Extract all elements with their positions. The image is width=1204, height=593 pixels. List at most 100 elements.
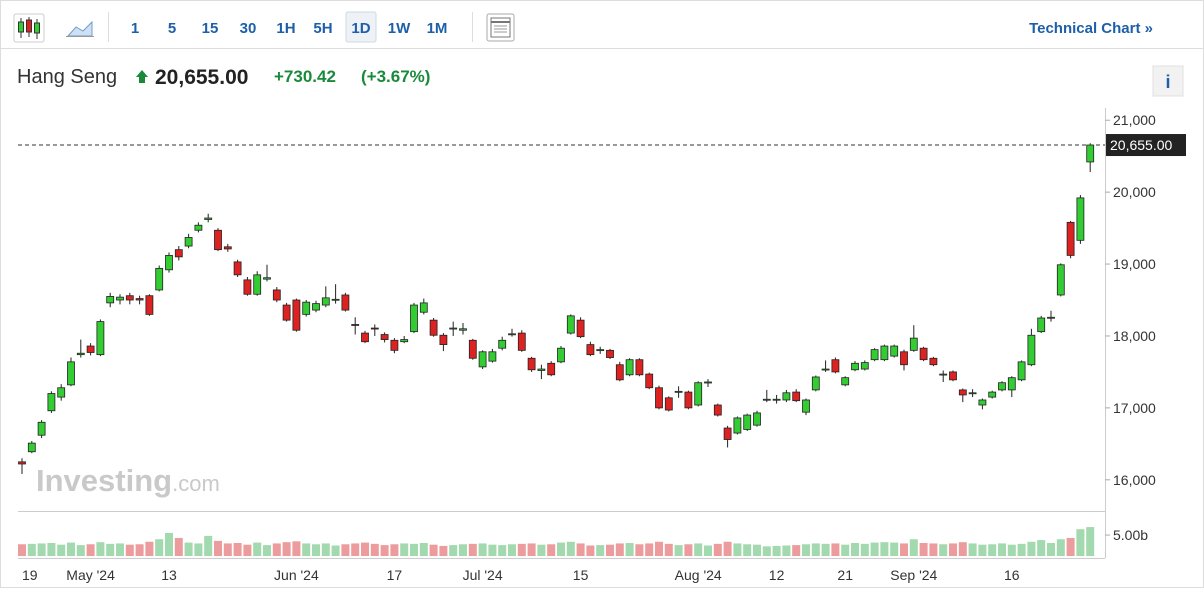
volume-bar xyxy=(1017,543,1026,556)
candle-icon[interactable] xyxy=(13,13,45,43)
volume-bar xyxy=(292,541,301,556)
volume-bar xyxy=(321,543,330,556)
x-tick-label: 12 xyxy=(769,567,785,583)
volume-bar xyxy=(1056,539,1065,556)
volume-bar xyxy=(625,543,634,556)
candle-body xyxy=(449,327,458,330)
interval-button[interactable]: 1M xyxy=(427,20,448,37)
volume-bar xyxy=(478,543,487,556)
volume-bar xyxy=(488,544,497,556)
instrument-name: Hang Seng xyxy=(17,66,117,88)
volume-bar xyxy=(174,537,183,556)
volume-bar xyxy=(547,544,556,556)
volume-bar xyxy=(125,544,134,556)
change-percent: (+3.67%) xyxy=(361,67,430,86)
info-button[interactable] xyxy=(1152,65,1184,97)
volume-bar xyxy=(949,543,957,556)
candle-body xyxy=(282,304,291,321)
candle-body xyxy=(47,393,56,412)
candle-body xyxy=(155,267,164,291)
candle-body xyxy=(1037,317,1046,333)
candle-body xyxy=(312,303,320,311)
candle-body xyxy=(713,404,722,416)
volume-bar xyxy=(233,543,242,556)
candle-body xyxy=(811,376,820,391)
interval-button[interactable]: 5 xyxy=(168,20,176,37)
interval-button[interactable]: 1W xyxy=(388,20,411,37)
candle-body xyxy=(547,362,556,376)
volume-bar xyxy=(527,543,536,556)
volume-bar xyxy=(674,545,683,556)
volume-bar xyxy=(18,544,26,556)
candle-body xyxy=(625,359,634,376)
candle-body xyxy=(498,339,507,349)
volume-bar xyxy=(498,545,507,556)
volume-bar xyxy=(459,544,467,556)
candle-body xyxy=(684,391,693,409)
candle-body xyxy=(635,359,644,376)
icon-body xyxy=(34,22,40,34)
volume-bar xyxy=(331,545,340,556)
interval-button[interactable]: 5H xyxy=(313,20,332,37)
area-icon[interactable] xyxy=(66,20,94,37)
candle-body xyxy=(214,229,222,251)
volume-bar xyxy=(831,543,840,556)
candle-body xyxy=(272,289,281,301)
candle-body xyxy=(851,362,859,371)
candle-body xyxy=(253,274,262,295)
candle-body xyxy=(145,295,154,315)
volume-bar xyxy=(762,546,771,556)
volume-bar xyxy=(67,542,75,556)
x-tick-label: 19 xyxy=(22,567,38,583)
candle-body xyxy=(174,249,183,258)
candle-body xyxy=(1056,264,1065,296)
interval-button[interactable]: 15 xyxy=(202,20,219,37)
volume-bar xyxy=(664,543,673,556)
candle-body xyxy=(204,217,213,220)
volume-bar xyxy=(900,543,908,556)
interval-button[interactable]: 1 xyxy=(131,20,139,37)
technical-chart-link[interactable]: Technical Chart » xyxy=(1029,20,1153,37)
volume-bar xyxy=(76,545,85,556)
icon-body xyxy=(26,19,32,33)
x-tick-label: May '24 xyxy=(66,567,115,583)
candle-body xyxy=(1066,221,1075,256)
candle-body xyxy=(468,339,477,359)
candle-body xyxy=(762,398,771,401)
volume-bar xyxy=(517,543,526,556)
interval-button[interactable]: 1D xyxy=(351,20,370,37)
candle-body xyxy=(96,321,105,356)
candle-body xyxy=(988,391,997,398)
candle-body xyxy=(263,277,271,280)
change: +730.42 xyxy=(274,67,336,86)
volume-bar xyxy=(116,543,124,556)
volume-bar xyxy=(557,542,565,556)
volume-bar xyxy=(312,544,320,556)
candle-body xyxy=(929,357,938,366)
x-tick-label: 15 xyxy=(573,567,589,583)
candle-body xyxy=(821,368,830,371)
volume-bar xyxy=(772,545,781,556)
interval-button[interactable]: 30 xyxy=(240,20,257,37)
volume-bar xyxy=(214,540,222,556)
candle-body xyxy=(390,339,399,351)
volume-bar xyxy=(429,544,438,556)
watermark-brand: Investing xyxy=(36,463,172,498)
volume-bar xyxy=(410,543,418,556)
volume-bar xyxy=(694,543,703,556)
y-tick-label: 16,000 xyxy=(1113,472,1156,488)
candle-body xyxy=(1017,361,1026,381)
table-icon[interactable] xyxy=(486,13,515,42)
volume-bar xyxy=(194,543,203,556)
volume-bar xyxy=(615,543,624,556)
candle-body xyxy=(194,224,203,231)
candle-body xyxy=(67,361,75,386)
volume-bar xyxy=(1066,537,1075,556)
active-interval xyxy=(345,11,377,43)
interval-buttons: 1 5 15 30 1H 5H 1D 1W 1M xyxy=(131,11,448,43)
volume-bar xyxy=(890,542,899,556)
volume-bar xyxy=(272,543,281,556)
candle-body xyxy=(860,362,869,370)
interval-button[interactable]: 1H xyxy=(276,20,295,37)
